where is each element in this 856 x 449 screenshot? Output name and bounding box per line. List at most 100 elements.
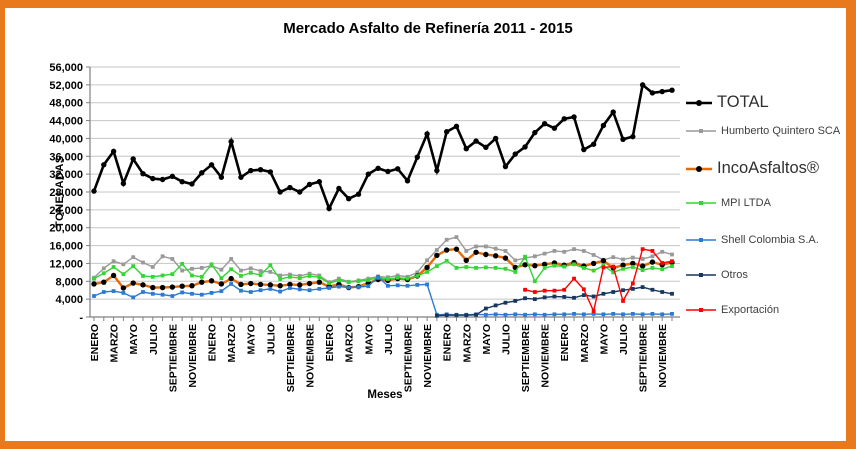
data-point-marker bbox=[483, 251, 489, 258]
legend-swatch-line bbox=[686, 129, 716, 133]
data-point-marker bbox=[513, 312, 518, 317]
data-point-marker bbox=[670, 259, 674, 264]
data-point-marker bbox=[257, 166, 264, 173]
x-tick-label: SEPTIEMBRE bbox=[285, 324, 297, 392]
data-point-marker bbox=[532, 262, 538, 269]
data-point-marker bbox=[503, 266, 508, 271]
data-point-marker bbox=[208, 278, 215, 284]
data-point-marker bbox=[670, 264, 674, 269]
data-point-marker bbox=[306, 280, 313, 287]
data-point-marker bbox=[434, 313, 439, 318]
data-point-marker bbox=[473, 138, 479, 144]
legend-marker bbox=[696, 165, 702, 172]
data-point-marker bbox=[267, 169, 274, 175]
data-point-marker bbox=[660, 261, 665, 265]
data-point-marker bbox=[131, 255, 136, 260]
data-point-marker bbox=[257, 281, 264, 288]
data-point-marker bbox=[571, 114, 577, 120]
data-point-marker bbox=[101, 279, 107, 285]
data-point-marker bbox=[288, 286, 292, 290]
data-point-marker bbox=[610, 109, 616, 115]
data-point-marker bbox=[492, 253, 499, 259]
data-point-marker bbox=[287, 281, 293, 288]
data-point-marker bbox=[473, 249, 479, 255]
data-point-marker bbox=[404, 178, 411, 184]
data-point-marker bbox=[523, 296, 527, 301]
data-point-marker bbox=[140, 282, 146, 288]
data-point-marker bbox=[248, 167, 254, 174]
data-point-marker bbox=[159, 284, 166, 291]
data-point-marker bbox=[552, 249, 557, 253]
data-point-marker bbox=[542, 295, 547, 300]
data-point-marker bbox=[660, 290, 665, 294]
legend-label-shell-colombia: Shell Colombia S.A. bbox=[721, 234, 819, 246]
data-point-marker bbox=[670, 252, 674, 257]
data-point-marker bbox=[395, 283, 400, 288]
data-point-marker bbox=[541, 261, 548, 268]
data-point-marker bbox=[523, 287, 527, 292]
data-point-marker bbox=[532, 254, 537, 259]
data-point-marker bbox=[346, 280, 351, 285]
data-point-marker bbox=[601, 265, 606, 270]
x-tick-label: ENERO bbox=[89, 324, 101, 361]
data-point-marker bbox=[170, 294, 175, 298]
data-point-marker bbox=[463, 145, 469, 152]
data-point-marker bbox=[630, 311, 635, 316]
x-tick-label: ENERO bbox=[207, 324, 219, 361]
data-point-marker bbox=[552, 288, 557, 293]
data-point-marker bbox=[287, 184, 293, 191]
legend-item-total: TOTAL bbox=[686, 93, 769, 112]
legend-label-exportacion: Exportación bbox=[721, 304, 780, 316]
legend-marker bbox=[699, 308, 703, 312]
data-point-marker bbox=[385, 277, 390, 281]
data-point-marker bbox=[512, 151, 518, 157]
data-point-marker bbox=[169, 284, 176, 290]
data-point-marker bbox=[150, 265, 155, 269]
data-point-marker bbox=[199, 279, 205, 285]
data-point-marker bbox=[179, 179, 185, 185]
data-point-marker bbox=[190, 291, 194, 296]
data-point-marker bbox=[385, 283, 390, 288]
data-point-marker bbox=[581, 293, 586, 298]
data-point-marker bbox=[630, 281, 635, 286]
data-point-marker bbox=[425, 258, 429, 263]
data-point-marker bbox=[297, 287, 302, 292]
data-point-marker bbox=[219, 276, 224, 281]
data-point-marker bbox=[190, 266, 194, 271]
y-tick-label: 36,000 bbox=[49, 151, 83, 163]
data-point-marker bbox=[101, 162, 107, 168]
y-tick-label: 24,000 bbox=[49, 205, 83, 217]
data-point-marker bbox=[248, 266, 253, 271]
data-point-marker bbox=[600, 122, 607, 129]
data-point-marker bbox=[581, 249, 586, 253]
data-point-marker bbox=[326, 205, 332, 212]
legend-marker bbox=[699, 238, 703, 242]
y-tick-label: 44,000 bbox=[49, 116, 83, 128]
data-point-marker bbox=[650, 254, 655, 259]
data-point-marker bbox=[159, 176, 166, 183]
data-point-marker bbox=[229, 257, 234, 261]
data-point-marker bbox=[91, 188, 97, 194]
data-point-marker bbox=[591, 253, 596, 257]
data-point-marker bbox=[376, 274, 381, 279]
data-point-marker bbox=[121, 290, 126, 295]
data-point-marker bbox=[307, 274, 312, 278]
data-point-marker bbox=[228, 138, 234, 145]
data-point-marker bbox=[394, 166, 401, 172]
data-point-marker bbox=[424, 131, 430, 137]
legend-item-shell-colombia: Shell Colombia S.A. bbox=[686, 233, 819, 247]
x-tick-label: ENERO bbox=[442, 324, 454, 361]
data-point-marker bbox=[199, 265, 204, 270]
y-tick-label: 16,000 bbox=[49, 241, 83, 253]
y-tick-label: 56,000 bbox=[49, 62, 83, 74]
data-point-marker bbox=[141, 260, 145, 265]
data-point-marker bbox=[101, 290, 106, 294]
data-point-marker bbox=[415, 270, 420, 275]
data-point-marker bbox=[562, 249, 567, 254]
data-point-marker bbox=[532, 297, 537, 302]
data-point-marker bbox=[268, 263, 273, 268]
incoasfaltos-line-swatch bbox=[686, 162, 712, 176]
data-point-marker bbox=[160, 292, 165, 297]
data-point-marker bbox=[356, 285, 361, 289]
